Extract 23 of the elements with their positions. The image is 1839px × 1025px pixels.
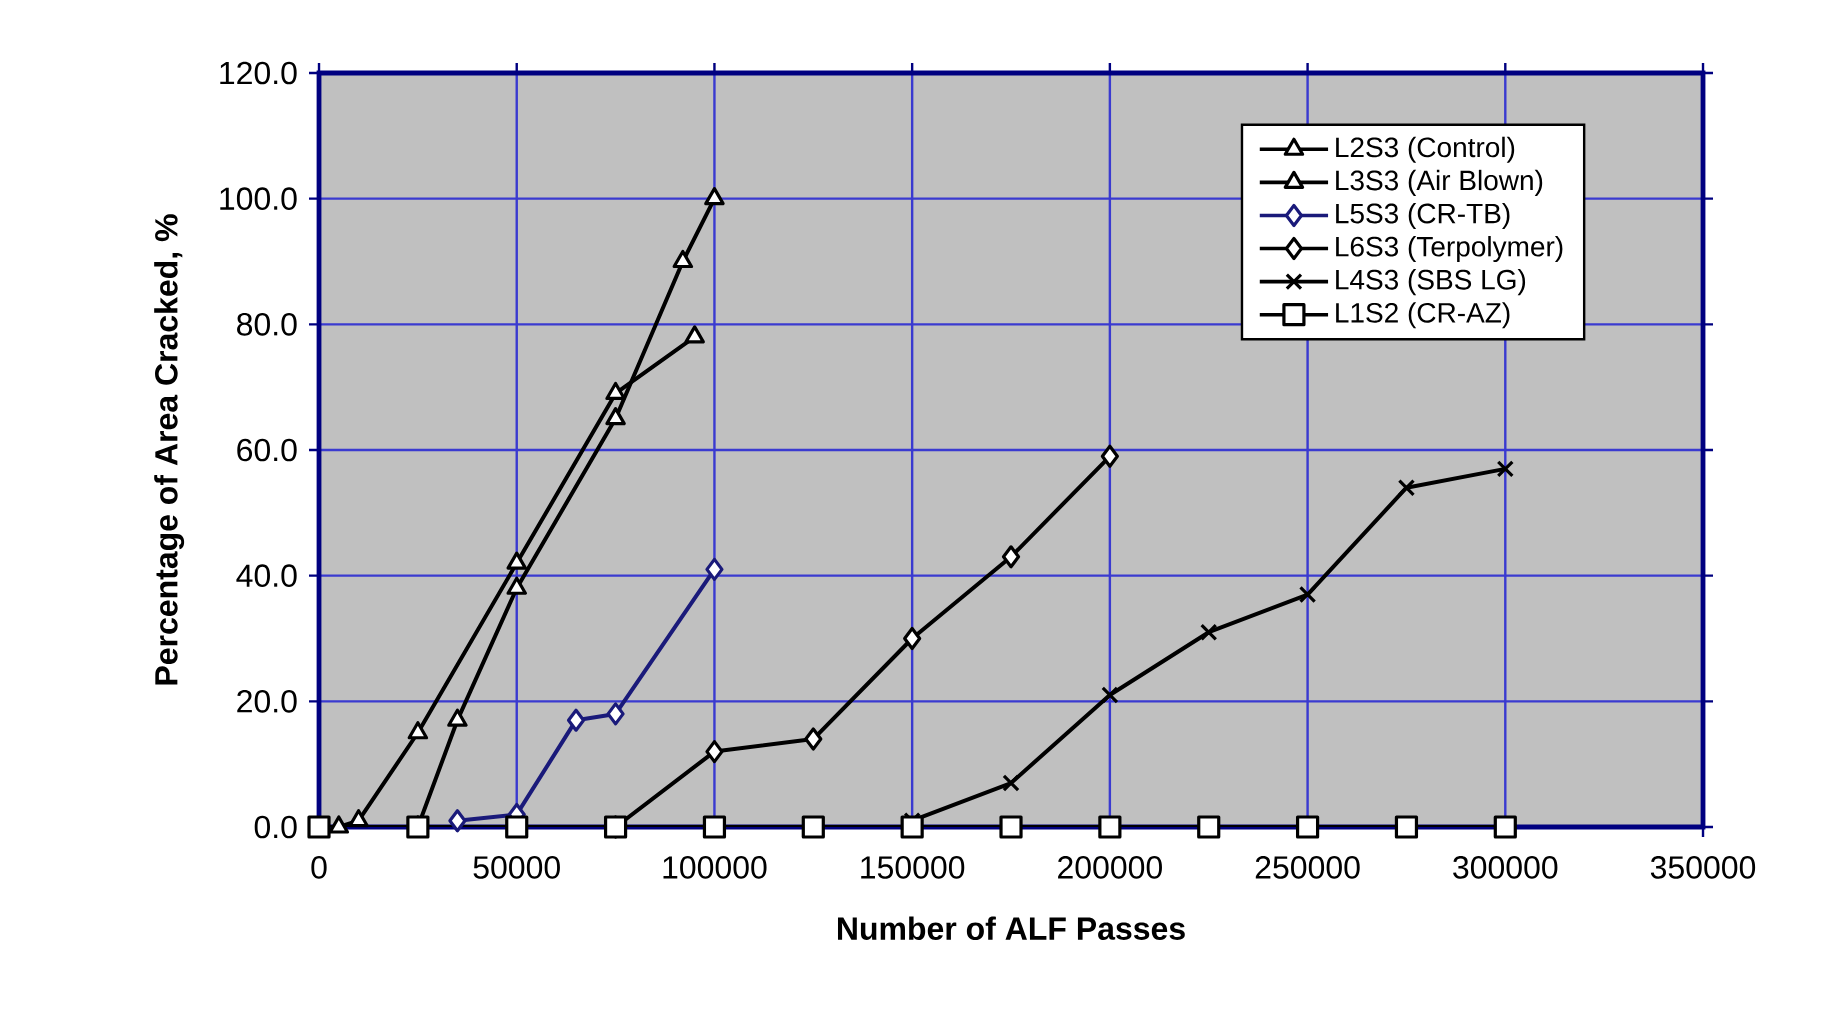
y-axis-title: Percentage of Area Cracked, %: [154, 214, 185, 685]
x-tick-label: 200000: [1058, 856, 1162, 879]
x-tick-label: 0: [311, 856, 327, 879]
y-tick-label: 60.0: [237, 438, 297, 462]
y-tick-label: 40.0: [236, 564, 297, 587]
y-tick-label: 80.0: [237, 313, 297, 336]
legend-label: L2S3 (Control): [1336, 136, 1515, 163]
legend-label: L1S2 (CR-AZ): [1336, 302, 1510, 329]
y-tick-label: 0.0: [254, 815, 297, 839]
legend-label: L6S3 (Terpolymer): [1336, 235, 1563, 263]
x-tick-label: 100000: [663, 856, 767, 879]
legend-label: L4S3 (SBS LG): [1336, 269, 1526, 296]
x-tick-label: 300000: [1453, 856, 1558, 879]
x-tick-label: 150000: [861, 856, 965, 879]
x-tick-label: 250000: [1255, 856, 1360, 879]
legend-label: L5S3 (CR-TB): [1336, 202, 1510, 229]
legend-label: L3S3 (Air Blown): [1336, 169, 1543, 196]
x-tick-label: 50000: [473, 856, 560, 879]
y-tick-label: 100.0: [220, 187, 297, 210]
x-axis-title: Number of ALF Passes: [837, 916, 1185, 940]
y-tick-label: 120.0: [220, 61, 297, 85]
y-tick-label: 20.0: [237, 690, 297, 713]
x-tick-label: 350000: [1650, 856, 1756, 879]
